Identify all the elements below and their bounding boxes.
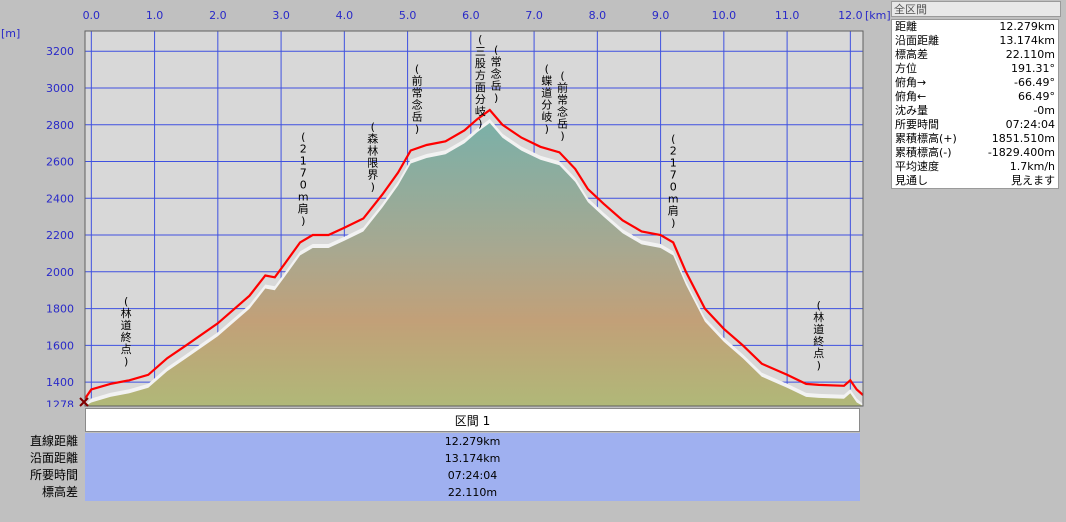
summary-label: 所要時間 [895,118,939,131]
y-tick-label: 3200 [46,45,74,58]
summary-row: 俯角← 66.49° [892,90,1059,104]
x-tick-label: 3.0 [272,9,290,22]
annotation-label: (蝶道分岐) [541,63,552,136]
annotation-label: (林道終点) [121,295,132,368]
x-tick-label: 7.0 [525,9,543,22]
summary-value: 1851.510m [991,132,1055,145]
summary-row: 見通し 見えます [892,174,1059,189]
summary-value: 07:24:04 [1005,118,1055,131]
summary-label: 俯角→ [895,76,927,89]
section-header[interactable]: 区間 1 [85,408,860,432]
y-tick-label: 2800 [46,119,74,132]
annotation-label: (2 1 7 0 m 肩) [298,131,309,228]
elevation-chart: 0.0 1.0 2.0 3.0 4.0 5.0 6.0 7.0 8.0 9.0 10.0 11.0 12… [1,9,890,407]
x-axis-ticks: 0.0 1.0 2.0 3.0 4.0 5.0 6.0 7.0 8.0 9.0 10.0 11.0 12… [83,9,863,22]
summary-label: 標高差 [895,48,928,61]
y-tick-label: 2000 [46,266,74,279]
section-value: 07:24:04 [85,467,860,484]
summary-panel: 全区間 距離 12.279km 沿面距離 13.174km 標高差 22.110m 方位 19… [891,1,1062,189]
summary-row: 距離 12.279km [892,20,1059,35]
x-tick-label: 9.0 [652,9,670,22]
summary-title: 全区間 [891,1,1061,17]
summary-row: 累積標高(-) -1829.400m [892,146,1059,160]
summary-label: 沈み量 [895,104,928,117]
plot-border [84,30,864,407]
annotation-label: (2 1 7 0 m 肩) [668,132,679,229]
y-axis-ticks: 1278 1400 1600 1800 2000 2200 2400 2600 2800 3000… [46,45,74,407]
terrain-fill [85,123,863,406]
annotation-label: (林道終点) [813,299,824,372]
x-tick-label: 1.0 [146,9,164,22]
annotation-label: (前常念岳) [412,62,423,135]
summary-value: 66.49° [1018,90,1055,103]
summary-value: 12.279km [999,20,1055,33]
y-tick-label: 3000 [46,82,74,95]
y-tick-label: 1400 [46,376,74,389]
summary-value: 見えます [1011,174,1055,187]
y-tick-label: 1600 [46,339,74,352]
summary-label: 平均速度 [895,160,939,173]
summary-value: 191.31° [1011,62,1055,75]
summary-label: 俯角← [895,90,927,103]
summary-value: 13.174km [999,34,1055,47]
summary-row: 沈み量 -0m [892,104,1059,118]
summary-value: -1829.400m [987,146,1055,159]
summary-value: -0m [1033,104,1055,117]
section-label: 沿面距離 [29,451,78,465]
annotation-label: (常念岳) [491,43,502,104]
start-marker [79,397,89,407]
summary-row: 俯角→ -66.49° [892,76,1059,90]
y-tick-label: 2600 [46,156,74,169]
y-tick-label: 1800 [46,303,74,316]
route-line [84,108,864,400]
x-tick-label: 12.0 [838,9,863,22]
summary-label: 見通し [895,174,928,187]
summary-label: 累積標高(-) [895,146,952,159]
x-tick-label: 0.0 [83,9,101,22]
summary-value: 1.7km/h [1009,160,1055,173]
summary-row: 方位 191.31° [892,62,1059,76]
section-row: 沿面距離 13.174km [0,450,864,467]
annotation-label: (森林限界) [367,121,378,194]
x-tick-label: 10.0 [712,9,737,22]
x-axis-unit: [km] [865,9,890,22]
summary-value: 22.110m [1005,48,1055,61]
annotation-label: (三股方面分岐) [475,33,486,130]
y-tick-label: 1278 [46,399,74,407]
y-tick-label: 2400 [46,192,74,205]
section-row: 所要時間 07:24:04 [0,467,864,484]
summary-row: 沿面距離 13.174km [892,34,1059,48]
annotations: (林道終点) (2 1 7 0 m 肩) (森林限界) (前常念岳) (三股方面分岐) (常念岳) (… [121,33,825,372]
section-panel: 区間 1 直線距離 12.279km 沿面距離 13.174km 所要時間 07:24:0… [0,407,864,507]
elevation-line [84,108,864,400]
section-label: 所要時間 [29,468,78,482]
y-tick-label: 2200 [46,229,74,242]
summary-value: -66.49° [1014,76,1055,89]
section-value: 13.174km [85,450,860,467]
x-tick-label: 2.0 [209,9,227,22]
x-tick-label: 11.0 [775,9,800,22]
summary-row: 所要時間 07:24:04 [892,118,1059,132]
y-axis-unit: [m] [1,27,20,40]
section-label: 直線距離 [29,434,78,448]
section-value: 22.110m [85,484,860,501]
annotation-label: (前常念岳) [557,70,568,143]
summary-row: 累積標高(+) 1851.510m [892,132,1059,146]
x-tick-label: 6.0 [462,9,480,22]
section-row: 直線距離 12.279km [0,433,864,450]
summary-table: 距離 12.279km 沿面距離 13.174km 標高差 22.110m 方位 191.31… [891,19,1059,189]
section-value: 12.279km [85,433,860,450]
summary-label: 沿面距離 [895,34,939,47]
section-row: 標高差 22.110m [0,484,864,501]
summary-label: 方位 [895,62,917,75]
x-tick-label: 4.0 [336,9,354,22]
summary-row: 平均速度 1.7km/h [892,160,1059,174]
x-tick-label: 8.0 [589,9,607,22]
x-tick-label: 5.0 [399,9,417,22]
summary-label: 距離 [895,20,917,33]
section-label: 標高差 [41,485,78,499]
summary-row: 標高差 22.110m [892,48,1059,62]
summary-label: 累積標高(+) [895,132,957,145]
terrain-area [85,119,863,406]
